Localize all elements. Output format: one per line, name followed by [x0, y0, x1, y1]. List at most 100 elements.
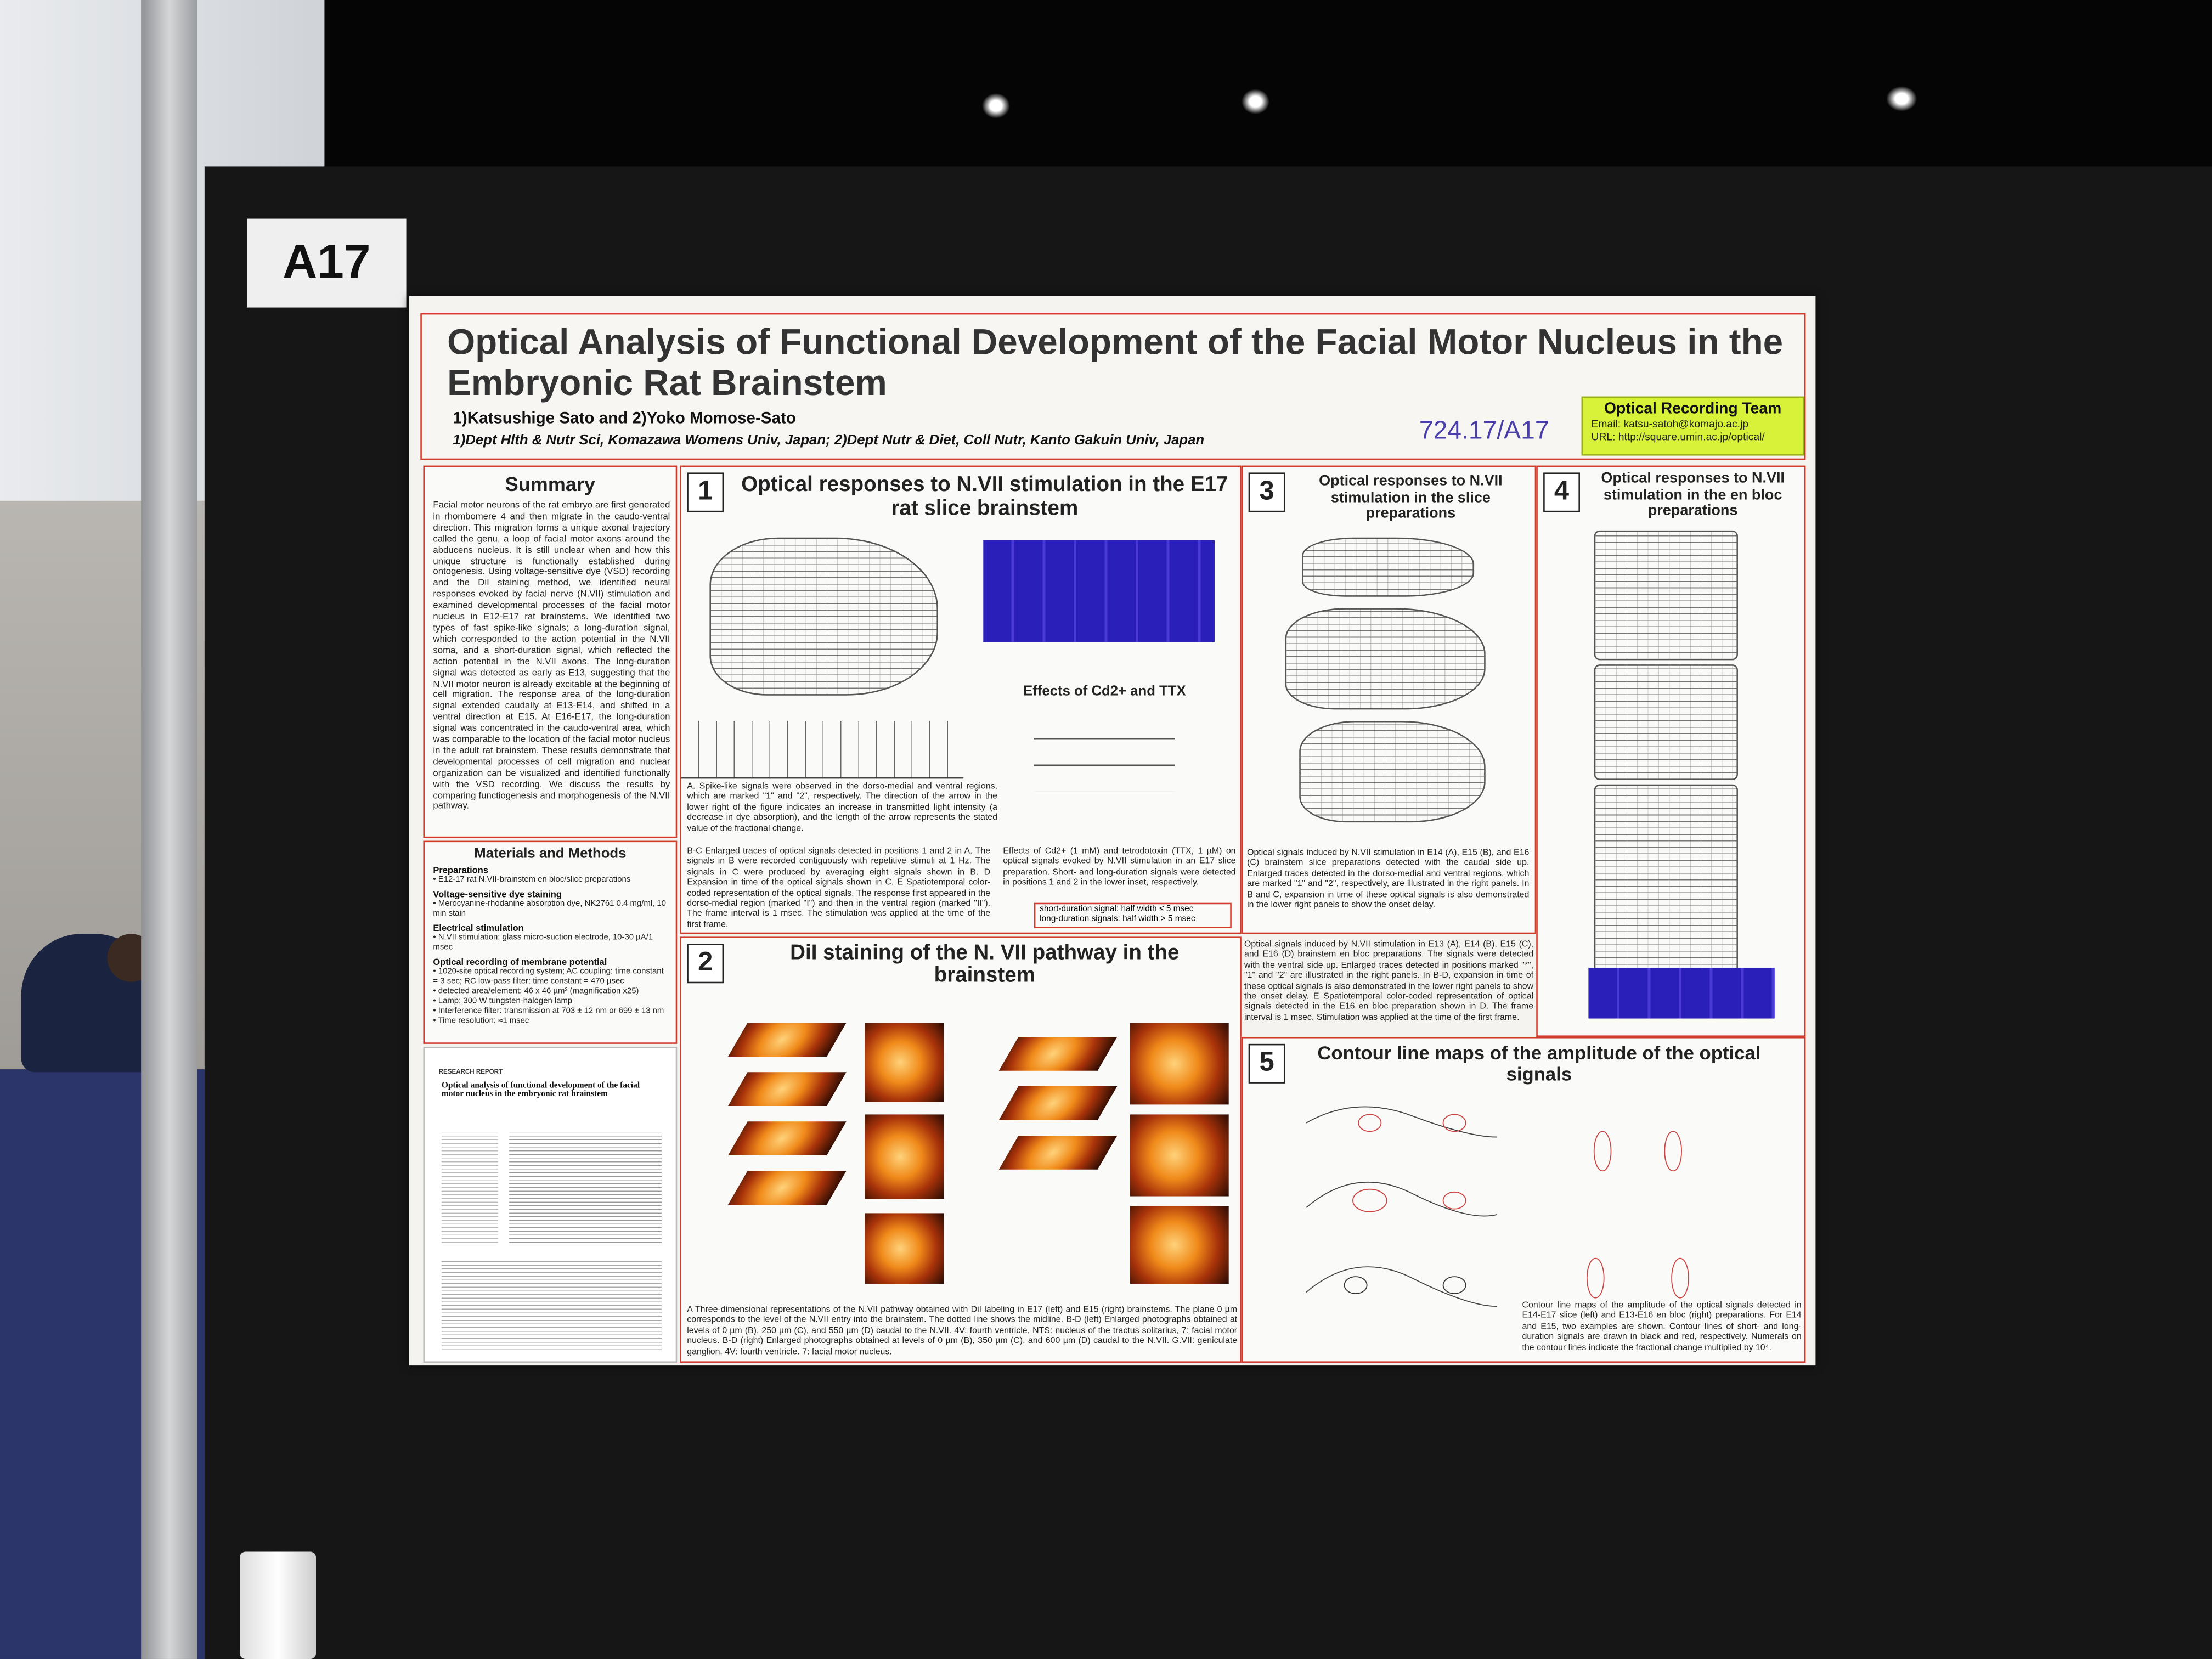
- methods-item: • detected area/element: 46 x 46 µm² (ma…: [433, 987, 639, 996]
- dii-image: [728, 1072, 847, 1106]
- paper-reprint: RESEARCH REPORT Optical analysis of func…: [423, 1046, 678, 1363]
- paper-type: RESEARCH REPORT: [438, 1068, 503, 1075]
- affiliations: 1)Dept Hlth & Nutr Sci, Komazawa Womens …: [453, 433, 1205, 449]
- cup: [240, 1551, 316, 1659]
- duration-note: short-duration signal: half width ≤ 5 ms…: [1034, 902, 1232, 928]
- team-email: Email: katsu-satoh@komajo.ac.jp: [1591, 417, 1749, 431]
- panel-heading: Contour line maps of the amplitude of th…: [1317, 1042, 1761, 1085]
- caption: A Three-dimensional representations of t…: [687, 1305, 1238, 1357]
- color-map: [983, 540, 1215, 642]
- methods-item: • 1020-site optical recording system; AC…: [433, 967, 664, 986]
- summary: Summary Facial motor neurons of the rat …: [423, 465, 678, 838]
- methods-subheading: Electrical stimulation: [433, 924, 524, 934]
- panel-5: 5 Contour line maps of the amplitude of …: [1241, 1036, 1806, 1363]
- panel-number: 1: [687, 472, 724, 512]
- methods-item: • Lamp: 300 W tungsten-halogen lamp: [433, 997, 573, 1006]
- team-box: Optical Recording Team Email: katsu-sato…: [1581, 396, 1804, 456]
- panel-4-caption: Optical signals induced by N.VII stimula…: [1242, 936, 1536, 1037]
- dii-image: [865, 1213, 944, 1284]
- caption: Contour line maps of the amplitude of th…: [1522, 1300, 1802, 1353]
- trace-figure: [681, 720, 964, 779]
- panel-number: 5: [1248, 1043, 1285, 1084]
- note-line: long-duration signals: half width > 5 ms…: [1040, 915, 1195, 924]
- panel-heading: DiI staining of the N. VII pathway in th…: [790, 941, 1180, 988]
- dii-image: [728, 1023, 847, 1057]
- caption: Optical signals induced by N.VII stimula…: [1244, 939, 1534, 1023]
- contour: [1358, 1114, 1382, 1132]
- dii-image: [998, 1135, 1118, 1170]
- light: [1241, 88, 1270, 115]
- contour-maps: [1306, 1106, 1689, 1307]
- summary-heading: Summary: [505, 472, 595, 495]
- contour: [1344, 1276, 1368, 1294]
- team-url: URL: http://square.umin.ac.jp/optical/: [1591, 430, 1765, 443]
- methods-item: • E12-17 rat N.VII-brainstem en bloc/sli…: [433, 876, 631, 885]
- trace-figure: [1302, 537, 1475, 597]
- trace-figure: [709, 537, 938, 696]
- methods-subheading: Optical recording of membrane potential: [433, 957, 607, 968]
- contour: [1671, 1257, 1689, 1299]
- contour: [1593, 1131, 1612, 1172]
- methods-subheading: Preparations: [433, 866, 488, 876]
- trace-figure: [1594, 784, 1738, 985]
- outline: [1306, 1106, 1497, 1138]
- header: Optical Analysis of Functional Developme…: [420, 313, 1806, 460]
- contour: [1352, 1188, 1387, 1212]
- dii-image: [1130, 1114, 1229, 1197]
- outline: [1306, 1266, 1497, 1307]
- dii-image: [728, 1171, 847, 1205]
- note-line: short-duration signal: half width ≤ 5 ms…: [1040, 905, 1194, 915]
- outline: [1306, 1181, 1497, 1217]
- trace-figure: [1594, 530, 1738, 661]
- dii-image: [865, 1114, 944, 1199]
- methods-item: • Time resolution: ≈1 msec: [433, 1017, 529, 1026]
- caption: A. Spike-like signals were observed in t…: [687, 781, 997, 833]
- trace-figure: [1034, 720, 1175, 792]
- panel-4: 4 Optical responses to N.VII stimulation…: [1536, 465, 1806, 1037]
- dii-image: [865, 1023, 944, 1102]
- dii-image: [1130, 1206, 1229, 1284]
- caption: B-C Enlarged traces of optical signals d…: [687, 846, 991, 930]
- dii-image: [998, 1086, 1118, 1120]
- methods-subheading: Voltage-sensitive dye staining: [433, 890, 562, 900]
- abstract-id: 724.17/A17: [1419, 416, 1549, 444]
- paper-title: Optical analysis of functional developme…: [441, 1082, 640, 1099]
- panel-heading: Optical responses to N.VII stimulation i…: [1319, 472, 1503, 522]
- methods-heading: Materials and Methods: [474, 846, 627, 862]
- pole: [141, 0, 198, 1659]
- title: Optical Analysis of Functional Developme…: [447, 323, 1784, 404]
- contour: [1442, 1191, 1466, 1210]
- contour: [1442, 1276, 1466, 1294]
- authors: 1)Katsushige Sato and 2)Yoko Momose-Sato: [453, 410, 796, 428]
- dii-image: [998, 1036, 1118, 1071]
- caption: Optical signals induced by N.VII stimula…: [1247, 848, 1530, 910]
- contour: [1442, 1114, 1466, 1132]
- summary-text: Facial motor neurons of the rat embryo a…: [433, 500, 670, 812]
- panel-heading: Optical responses to N.VII stimulation i…: [1601, 470, 1785, 520]
- panel-2: 2 DiI staining of the N. VII pathway in …: [680, 936, 1242, 1363]
- color-map: [1588, 967, 1775, 1019]
- subheading: Effects of Cd2+ and TTX: [1023, 684, 1186, 700]
- trace-figure: [1285, 608, 1486, 710]
- panel-heading: Optical responses to N.VII stimulation i…: [741, 472, 1228, 521]
- dii-image: [1130, 1023, 1229, 1105]
- panel-3: 3 Optical responses to N.VII stimulation…: [1241, 465, 1537, 934]
- paper-text: [441, 1132, 498, 1246]
- trace-figure: [1299, 720, 1486, 823]
- methods-item: • Interference filter: transmission at 7…: [433, 1007, 664, 1016]
- panel-number: 3: [1248, 472, 1285, 512]
- panel-number: 4: [1543, 472, 1580, 512]
- paper-text: [441, 1260, 662, 1353]
- light: [1886, 86, 1917, 112]
- methods: Materials and Methods Preparations • E12…: [423, 840, 678, 1044]
- team-name: Optical Recording Team: [1604, 400, 1782, 418]
- light: [981, 93, 1011, 119]
- contour: [1664, 1131, 1683, 1172]
- contours: [1306, 1106, 1689, 1307]
- dii-image: [728, 1121, 847, 1155]
- poster: Optical Analysis of Functional Developme…: [409, 296, 1816, 1366]
- ceiling: [0, 0, 2212, 170]
- panel-1: 1 Optical responses to N.VII stimulation…: [680, 465, 1242, 934]
- methods-item: • N.VII stimulation: glass micro-suction…: [433, 934, 653, 952]
